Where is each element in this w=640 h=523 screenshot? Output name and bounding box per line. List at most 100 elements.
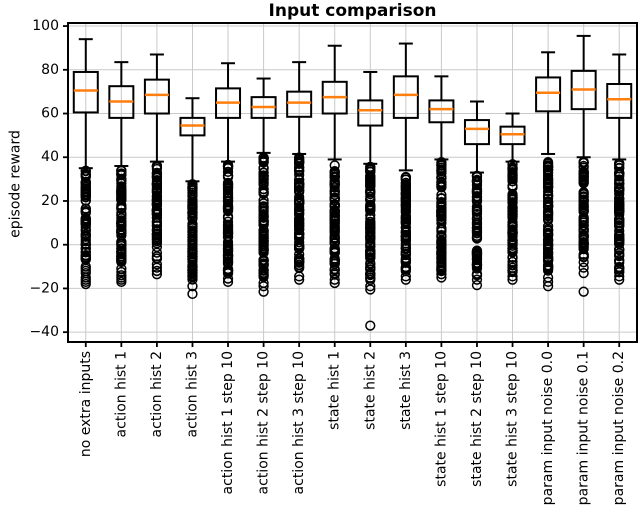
outlier-point <box>614 163 625 174</box>
outlier-point <box>436 168 447 179</box>
boxplot-group: param input noise 0.0 <box>535 51 562 505</box>
outlier-point <box>578 262 589 273</box>
outlier-point <box>365 226 376 237</box>
outlier-point <box>578 231 589 243</box>
outlier-point <box>329 166 340 178</box>
outlier-point <box>258 198 269 209</box>
outlier-point <box>614 183 625 194</box>
outlier-point <box>116 174 127 186</box>
outlier-point <box>151 179 163 190</box>
outlier-point <box>329 192 340 204</box>
x-tick-label: state hist 1 <box>327 351 343 430</box>
x-tick-label: state hist 2 step 10 <box>469 351 485 487</box>
outlier-point <box>258 231 269 242</box>
outlier-point <box>258 211 269 223</box>
outlier-point <box>294 252 305 264</box>
outlier-point <box>400 187 411 198</box>
outlier-point <box>542 255 554 266</box>
outlier-point <box>436 229 447 241</box>
outliers <box>400 171 411 285</box>
outlier-point <box>542 281 554 292</box>
outlier-point <box>151 262 163 273</box>
y-tick-label: −40 <box>29 324 59 340</box>
outlier-point <box>187 229 198 240</box>
outliers <box>578 156 589 297</box>
outlier-point <box>507 212 518 224</box>
outlier-point <box>151 212 163 223</box>
outlier-point <box>294 222 305 233</box>
outlier-point <box>507 206 518 217</box>
outlier-point <box>542 167 554 179</box>
outlier-point <box>258 202 269 213</box>
outlier-point <box>116 188 127 199</box>
outlier-point <box>614 186 625 197</box>
outliers <box>436 156 447 283</box>
outlier-point <box>507 169 518 181</box>
outlier-point <box>222 266 234 277</box>
outlier-point <box>507 225 518 236</box>
outlier-point <box>507 256 518 268</box>
outlier-point <box>436 265 447 277</box>
outlier-point <box>614 231 625 242</box>
outlier-point <box>365 241 376 252</box>
outlier-point <box>578 242 589 253</box>
boxplot-group: state hist 3 step 10 <box>499 112 526 487</box>
outlier-point <box>471 246 483 257</box>
outliers <box>258 152 269 297</box>
outlier-point <box>329 187 340 198</box>
outlier-point <box>151 190 163 201</box>
outlier-point <box>542 276 554 288</box>
outlier-point <box>400 238 411 249</box>
outlier-point <box>436 256 447 267</box>
boxplot-group: action hist 1 <box>108 61 135 437</box>
box <box>535 76 562 113</box>
outlier-point <box>187 254 198 265</box>
box <box>72 70 99 114</box>
outlier-point <box>294 198 305 209</box>
box <box>286 90 313 118</box>
outlier-point <box>294 274 305 285</box>
outlier-point <box>80 218 91 229</box>
outlier-point <box>614 255 625 266</box>
outlier-point <box>578 224 589 236</box>
outlier-point <box>507 271 518 282</box>
box <box>143 78 170 115</box>
outlier-point <box>471 252 483 264</box>
outlier-point <box>187 281 198 292</box>
outlier-point <box>542 162 554 173</box>
x-tick-label: action hist 3 step 10 <box>291 351 307 494</box>
outlier-point <box>151 172 163 184</box>
outlier-point <box>258 238 269 249</box>
boxplot-group: action hist 1 step 10 <box>215 62 242 494</box>
outlier-point <box>365 213 376 224</box>
y-tick-label: 20 <box>41 193 59 209</box>
x-tick-label: action hist 2 <box>149 351 165 437</box>
box <box>428 99 455 124</box>
outlier-point <box>222 246 234 257</box>
outlier-point <box>116 185 127 196</box>
outlier-point <box>471 175 483 187</box>
outlier-point <box>578 267 589 279</box>
boxplot-group: no extra inputs <box>72 38 99 457</box>
boxplot-group: state hist 1 <box>321 44 348 430</box>
outlier-point <box>329 182 340 193</box>
outlier-point <box>471 214 483 225</box>
outlier-point <box>471 274 483 285</box>
x-tick-label: no extra inputs <box>78 351 94 457</box>
outlier-point <box>542 181 554 192</box>
boxplot-group: state hist 2 <box>357 70 384 430</box>
boxplot-group: action hist 2 step 10 <box>250 77 277 494</box>
outlier-point <box>294 271 305 282</box>
outlier-point <box>614 236 625 247</box>
outlier-point <box>258 174 269 186</box>
outlier-point <box>614 166 625 178</box>
outlier-point <box>507 193 518 204</box>
outlier-point <box>187 208 198 219</box>
outlier-point <box>294 179 305 190</box>
outlier-point <box>365 320 376 331</box>
x-tick-label: action hist 2 step 10 <box>256 351 272 494</box>
outlier-point <box>116 217 127 229</box>
outlier-point <box>578 191 589 202</box>
outlier-point <box>436 239 447 251</box>
